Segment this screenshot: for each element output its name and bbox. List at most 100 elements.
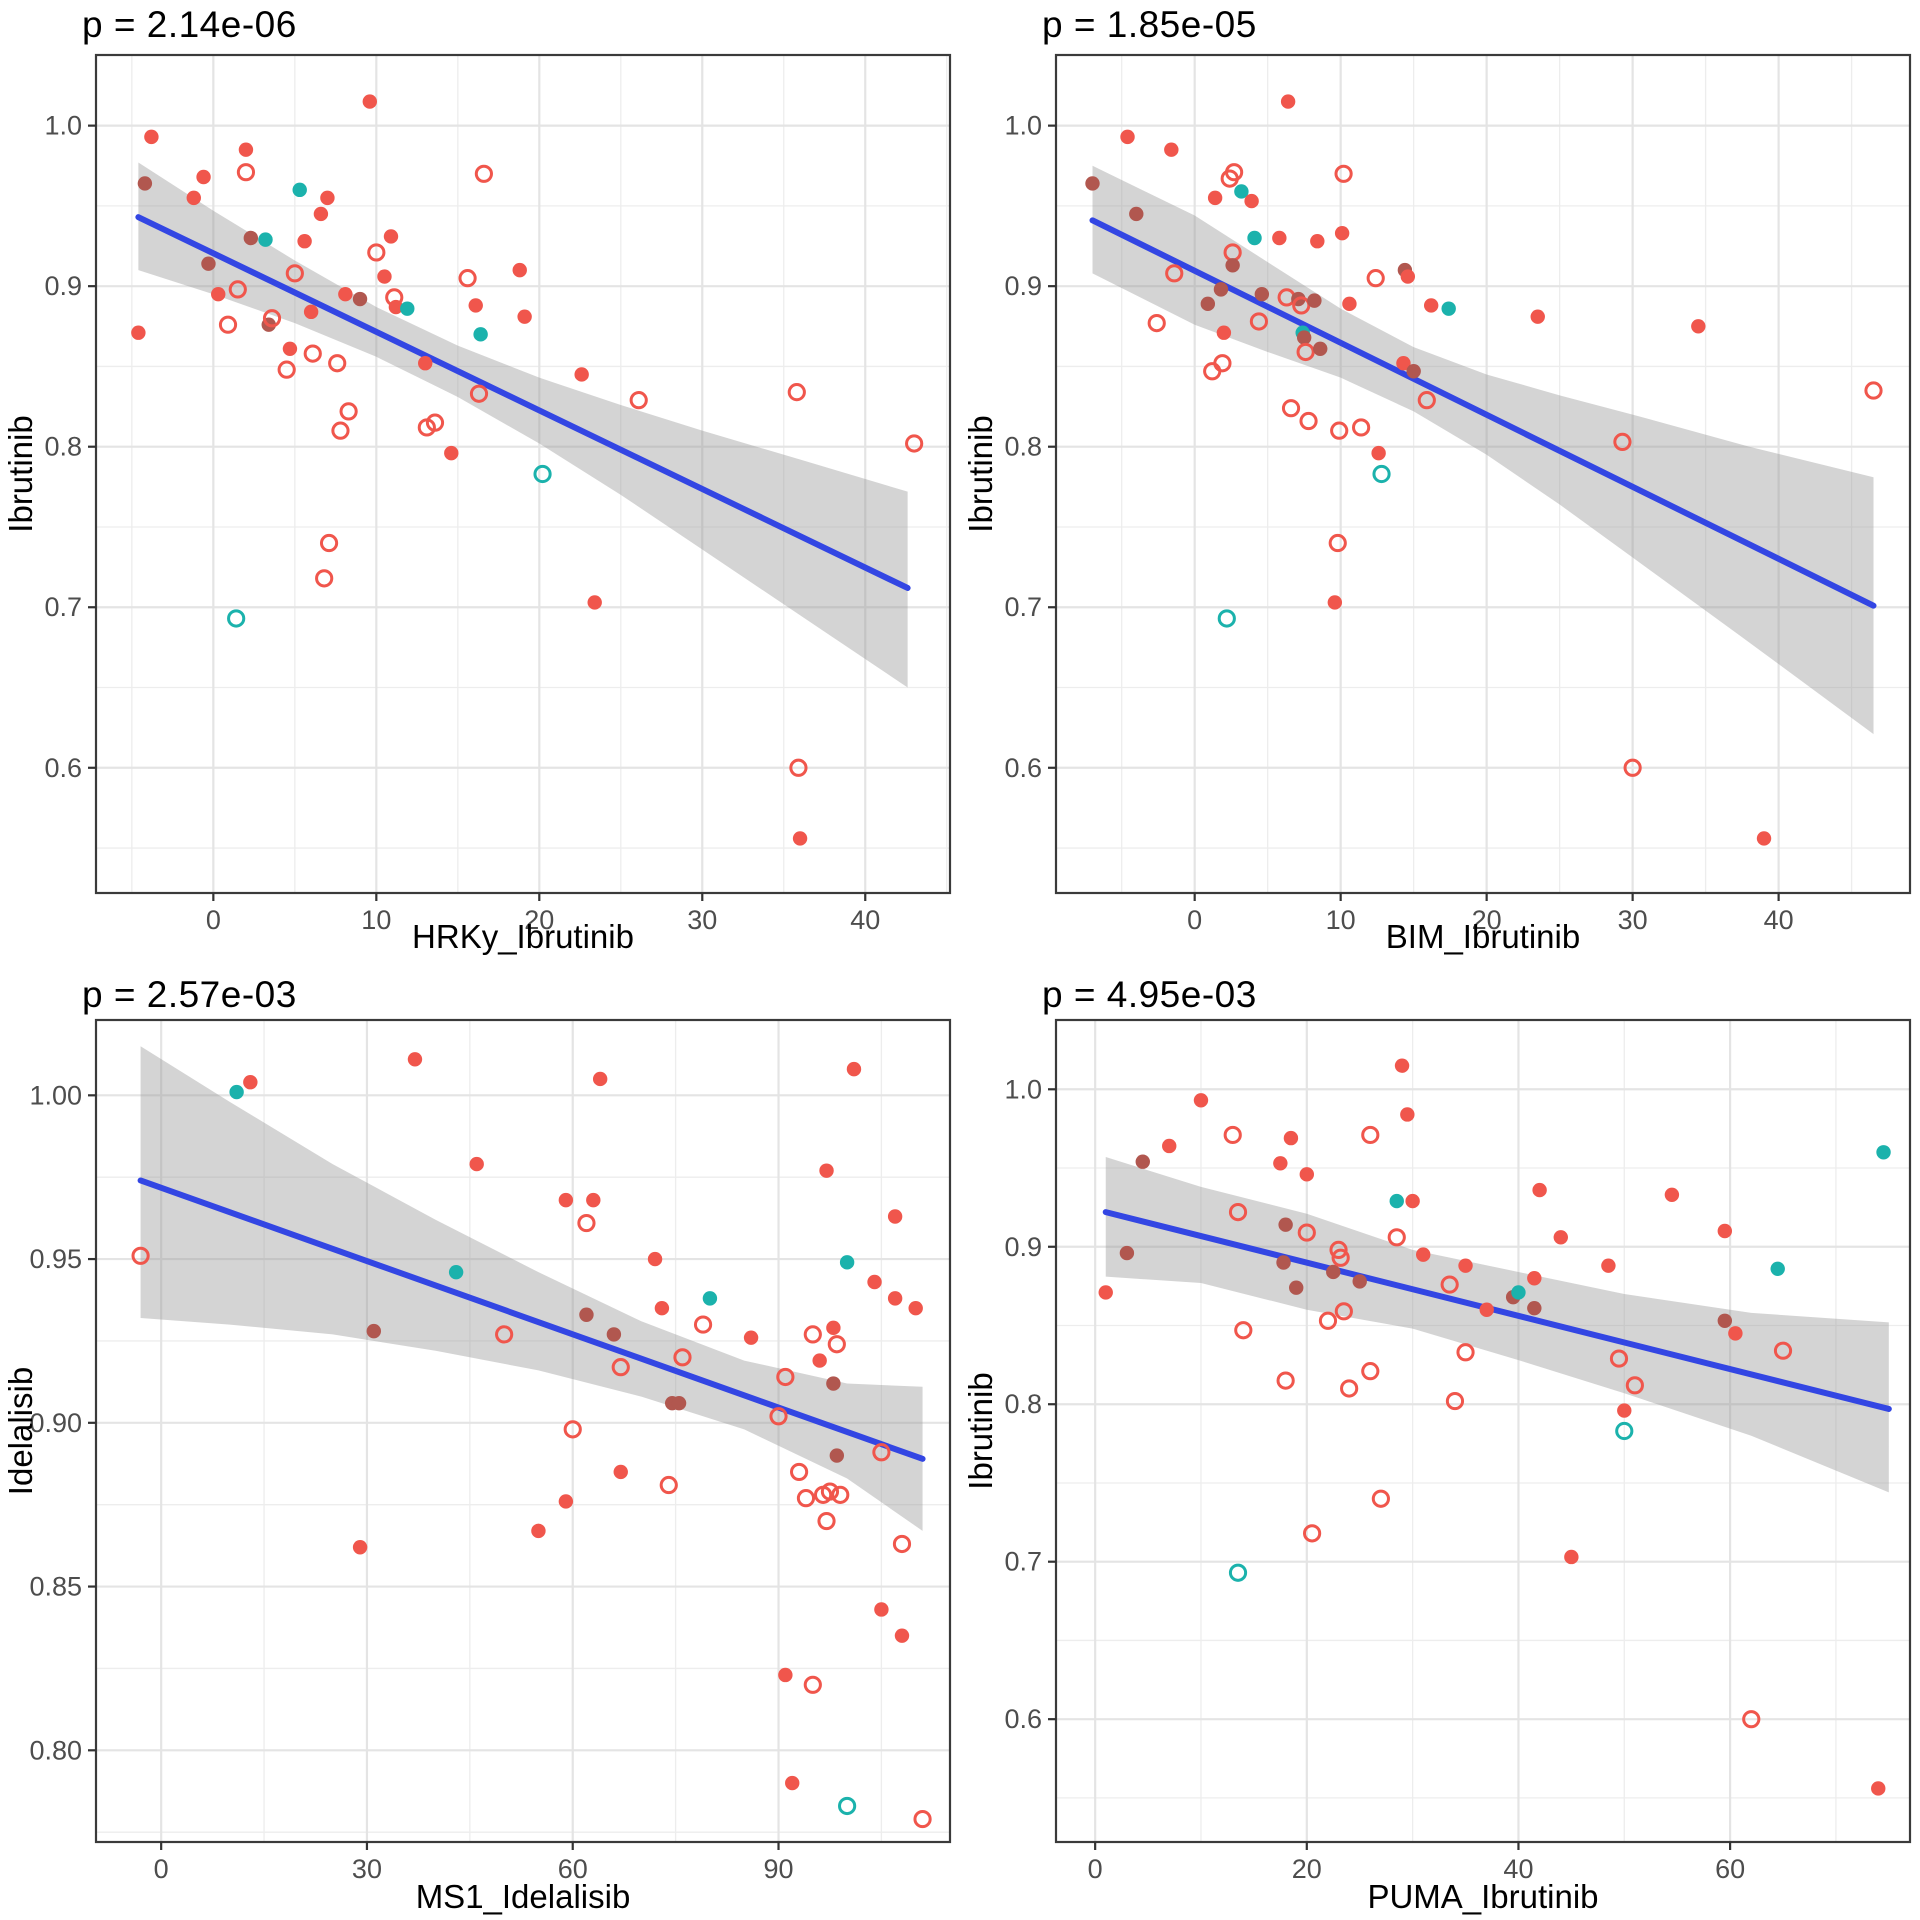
y-tick-label: 1.00 <box>29 1080 82 1110</box>
x-tick-label: 40 <box>850 905 880 935</box>
data-point <box>297 234 312 249</box>
panel-border <box>94 53 952 895</box>
data-point <box>647 1251 663 1267</box>
data-point <box>894 1628 910 1643</box>
data-point <box>1234 184 1249 199</box>
data-point-open <box>1228 1203 1248 1222</box>
data-point-open <box>1371 1489 1390 1508</box>
data-point <box>313 206 329 222</box>
panel-ms1-idelalisib: p = 2.57e-03 0 30 60 90 0.80 0.85 0.90 0.95 1.00… <box>0 960 960 1920</box>
panel-bim-ibrutinib: p = 1.85e-05 0 10 20 30 40 0.6 0.7 0.8 0.9 1.0 BIM… <box>960 0 1920 960</box>
x-tick-label: 60 <box>558 1854 588 1884</box>
data-point-open <box>533 464 552 484</box>
data-point-open <box>913 1809 932 1829</box>
data-point <box>512 262 527 278</box>
data-point <box>1389 1193 1404 1209</box>
data-point <box>1553 1230 1568 1245</box>
x-tick-label: 30 <box>1618 905 1648 935</box>
data-point <box>352 1540 368 1555</box>
data-point <box>1272 230 1287 246</box>
y-tick-label: 0.85 <box>29 1572 82 1602</box>
data-point <box>1511 1285 1526 1300</box>
x-tick-label: 20 <box>524 905 554 935</box>
data-point <box>1601 1258 1616 1273</box>
data-point <box>1098 1285 1113 1300</box>
data-point <box>1400 269 1416 284</box>
data-point <box>1342 296 1357 312</box>
data-point-open <box>319 533 339 553</box>
data-point <box>592 1071 608 1087</box>
data-point <box>131 325 146 340</box>
x-axis-ticks: 0 10 20 30 40 <box>1187 893 1794 935</box>
data-points <box>131 1052 932 1829</box>
data-point-open <box>1340 1379 1359 1398</box>
data-point-open <box>1331 1248 1350 1267</box>
data-point <box>1691 319 1706 334</box>
scatter-plot-hrky-ibrutinib: 0 10 20 30 40 0.6 0.7 0.8 0.9 1.0 HRKy_Ibrutinib Ib… <box>2 53 952 955</box>
confidence-band <box>140 1046 923 1531</box>
data-point <box>517 309 532 324</box>
x-axis-label: HRKy_Ibrutinib <box>412 918 634 955</box>
data-point <box>1216 325 1232 340</box>
y-tick-label: 0.95 <box>29 1244 82 1274</box>
data-point <box>1532 1182 1547 1198</box>
x-axis-label: PUMA_Ibrutinib <box>1367 1878 1598 1915</box>
panel-title-pvalue: p = 1.85e-05 <box>1042 4 1257 45</box>
panel-border <box>94 1018 952 1844</box>
data-point <box>1394 1058 1410 1073</box>
data-point <box>874 1602 889 1617</box>
data-point <box>1135 1154 1150 1169</box>
data-point-open <box>1609 1349 1629 1368</box>
data-point <box>1405 1193 1420 1209</box>
data-point <box>887 1291 903 1306</box>
data-point-open <box>218 315 238 334</box>
data-point <box>282 341 298 356</box>
y-tick-label: 0.8 <box>44 432 82 462</box>
data-point <box>1193 1093 1209 1108</box>
data-point <box>1307 293 1322 308</box>
data-point-open <box>787 383 806 402</box>
confidence-band <box>1092 165 1874 735</box>
data-point-open <box>315 569 334 588</box>
data-point <box>792 831 808 846</box>
data-point-open <box>367 243 386 262</box>
data-point <box>448 1264 464 1280</box>
data-point-open <box>629 391 648 410</box>
y-tick-label: 0.6 <box>1004 753 1042 783</box>
data-point <box>613 1464 628 1480</box>
data-point-open <box>469 384 489 403</box>
grid-minor <box>96 55 950 893</box>
data-point-open <box>1330 421 1349 440</box>
x-tick-label: 90 <box>763 1854 793 1884</box>
data-point <box>1244 193 1259 209</box>
data-point <box>1617 1403 1632 1418</box>
panel-border <box>1054 1018 1912 1844</box>
grid-minor <box>1056 55 1910 893</box>
data-point <box>377 269 392 284</box>
data-point <box>1664 1187 1680 1202</box>
data-point <box>1299 1167 1315 1182</box>
data-point <box>1162 1138 1177 1154</box>
data-point-open <box>820 1482 840 1501</box>
data-point <box>606 1327 622 1342</box>
data-point <box>469 1156 484 1172</box>
data-point-open <box>872 1443 891 1462</box>
data-point <box>468 298 483 313</box>
x-tick-label: 0 <box>1088 1854 1103 1884</box>
scatter-plot-bim-ibrutinib: 0 10 20 30 40 0.6 0.7 0.8 0.9 1.0 BIM_Ibrutinib Ibr… <box>962 53 1912 955</box>
y-tick-label: 0.9 <box>1004 271 1042 301</box>
data-point <box>1296 330 1312 345</box>
data-point <box>1416 1247 1431 1262</box>
grid-major <box>1056 55 1910 893</box>
panel-title-pvalue: p = 2.14e-06 <box>82 4 297 45</box>
trend-line <box>135 214 911 591</box>
data-point-open <box>1334 164 1353 183</box>
data-point-open <box>1864 381 1883 400</box>
data-point <box>654 1300 670 1316</box>
data-point-open <box>1296 342 1315 362</box>
data-point-open <box>1773 1341 1793 1360</box>
plot-background <box>96 1020 950 1842</box>
data-point-open <box>789 758 808 777</box>
data-point <box>1326 1264 1341 1280</box>
